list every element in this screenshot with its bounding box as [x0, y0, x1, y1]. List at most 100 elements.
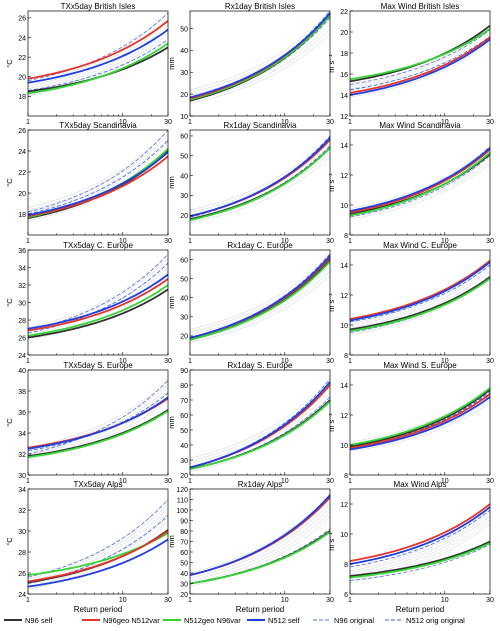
- y-tick-label: 10: [180, 114, 188, 121]
- series-n96_self: [189, 258, 331, 341]
- x-tick-label: 1: [348, 238, 352, 245]
- series-n512_self: [27, 538, 169, 588]
- series-n512_self: [349, 147, 491, 212]
- legend-label-n512geo_n96var: N512geo N96var: [184, 616, 241, 625]
- y-tick-label: 50: [180, 428, 188, 435]
- ensemble-line: [349, 522, 491, 584]
- series-n512geo_n96var: [27, 42, 169, 95]
- series-n512_self: [189, 494, 331, 576]
- panel-14: Max Wind Alps 6 8 10 12 1 10 30 m s⁻¹ Return peri…: [327, 480, 494, 614]
- y-axis-label: °C: [5, 418, 14, 427]
- y-axis-label: m s⁻¹: [327, 173, 336, 192]
- y-tick-label: 30: [180, 315, 188, 322]
- x-tick-label: 1: [188, 358, 192, 365]
- ensemble-line: [189, 387, 331, 464]
- x-tick-label: 10: [281, 238, 289, 245]
- series-n96_original: [349, 29, 491, 85]
- series-n512_self: [349, 506, 491, 565]
- series-n96geo_n512var: [27, 155, 169, 217]
- y-tick-label: 26: [18, 128, 26, 135]
- y-tick-label: 34: [18, 265, 26, 272]
- y-tick-label: 12: [340, 413, 348, 420]
- series-n512_orig_original: [349, 392, 491, 447]
- x-tick-label: 1: [348, 478, 352, 485]
- series-n512_orig_original: [189, 10, 331, 99]
- ensemble-line: [189, 135, 331, 211]
- y-tick-label: 24: [18, 592, 26, 599]
- y-tick-label: 6: [344, 592, 348, 599]
- series-n96geo_n512var: [27, 530, 169, 583]
- x-tick-label: 1: [26, 238, 30, 245]
- x-tick-label: 30: [164, 238, 172, 245]
- y-tick-label: 60: [180, 413, 188, 420]
- y-tick-label: 40: [180, 173, 188, 180]
- x-tick-label: 30: [326, 478, 334, 485]
- y-tick-label: 26: [18, 571, 26, 578]
- series-n512_self: [189, 255, 331, 339]
- y-axis-label: °C: [5, 537, 14, 546]
- panel-title: Max Wind Scandinavia: [379, 121, 461, 130]
- x-tick-label: 10: [441, 119, 449, 126]
- y-tick-label: 8: [344, 233, 348, 240]
- y-tick-label: 32: [18, 283, 26, 290]
- series-n512geo_n96var: [189, 531, 331, 585]
- y-tick-label: 14: [340, 383, 348, 390]
- y-tick-label: 14: [340, 263, 348, 270]
- x-tick-label: 1: [348, 597, 352, 604]
- x-tick-label: 1: [26, 478, 30, 485]
- y-tick-label: 120: [176, 487, 188, 494]
- y-tick-label: 14: [340, 93, 348, 100]
- panel-title: TXx5day Scandinavia: [59, 121, 137, 130]
- series-n96geo_n512var: [349, 36, 491, 94]
- series-n512_self: [27, 28, 169, 84]
- ensemble-line: [27, 508, 169, 582]
- x-tick-label: 30: [164, 478, 172, 485]
- y-axis-label: °C: [5, 178, 14, 187]
- series-n512geo_n96var: [349, 387, 491, 446]
- y-axis-label: mm: [167, 176, 176, 189]
- plot-frame: [27, 488, 169, 595]
- x-tick-label: 1: [348, 358, 352, 365]
- ensemble-line: [349, 42, 491, 98]
- series-n96geo_n512var: [189, 256, 331, 339]
- y-tick-label: 14: [340, 143, 348, 150]
- y-tick-label: 30: [180, 458, 188, 465]
- series-n96_self: [27, 150, 169, 220]
- x-tick-label: 10: [281, 597, 289, 604]
- ensemble-line: [349, 160, 491, 218]
- y-tick-label: 24: [18, 353, 26, 360]
- x-tick-label: 10: [119, 358, 127, 365]
- y-tick-label: 20: [340, 30, 348, 37]
- x-axis-label: Return period: [396, 605, 444, 614]
- x-tick-label: 10: [441, 478, 449, 485]
- panel-title: Max Wind S. Europe: [383, 361, 457, 370]
- plot-frame: [349, 10, 491, 117]
- series-n96_original: [189, 528, 331, 584]
- plot-frame: [27, 369, 169, 476]
- series-n512_orig_original: [27, 140, 169, 215]
- ensemble-line: [349, 263, 491, 327]
- x-tick-label: 10: [281, 478, 289, 485]
- ensemble-line: [189, 511, 331, 584]
- ensemble-line: [189, 494, 331, 574]
- y-tick-label: 40: [180, 48, 188, 55]
- y-tick-label: 40: [180, 571, 188, 578]
- plot-frame: [189, 129, 331, 236]
- ensemble-line: [189, 253, 331, 330]
- y-tick-label: 60: [180, 257, 188, 264]
- legend: N96 self N96geo N512var N512geo N96var N512…: [4, 616, 465, 625]
- series-n512_orig_original: [27, 39, 169, 91]
- x-tick-label: 30: [486, 238, 494, 245]
- y-tick-label: 80: [180, 383, 188, 390]
- y-axis-label: m s⁻¹: [327, 293, 336, 312]
- y-tick-label: 60: [180, 550, 188, 557]
- y-tick-label: 100: [176, 508, 188, 515]
- y-tick-label: 40: [180, 296, 188, 303]
- y-tick-label: 20: [180, 334, 188, 341]
